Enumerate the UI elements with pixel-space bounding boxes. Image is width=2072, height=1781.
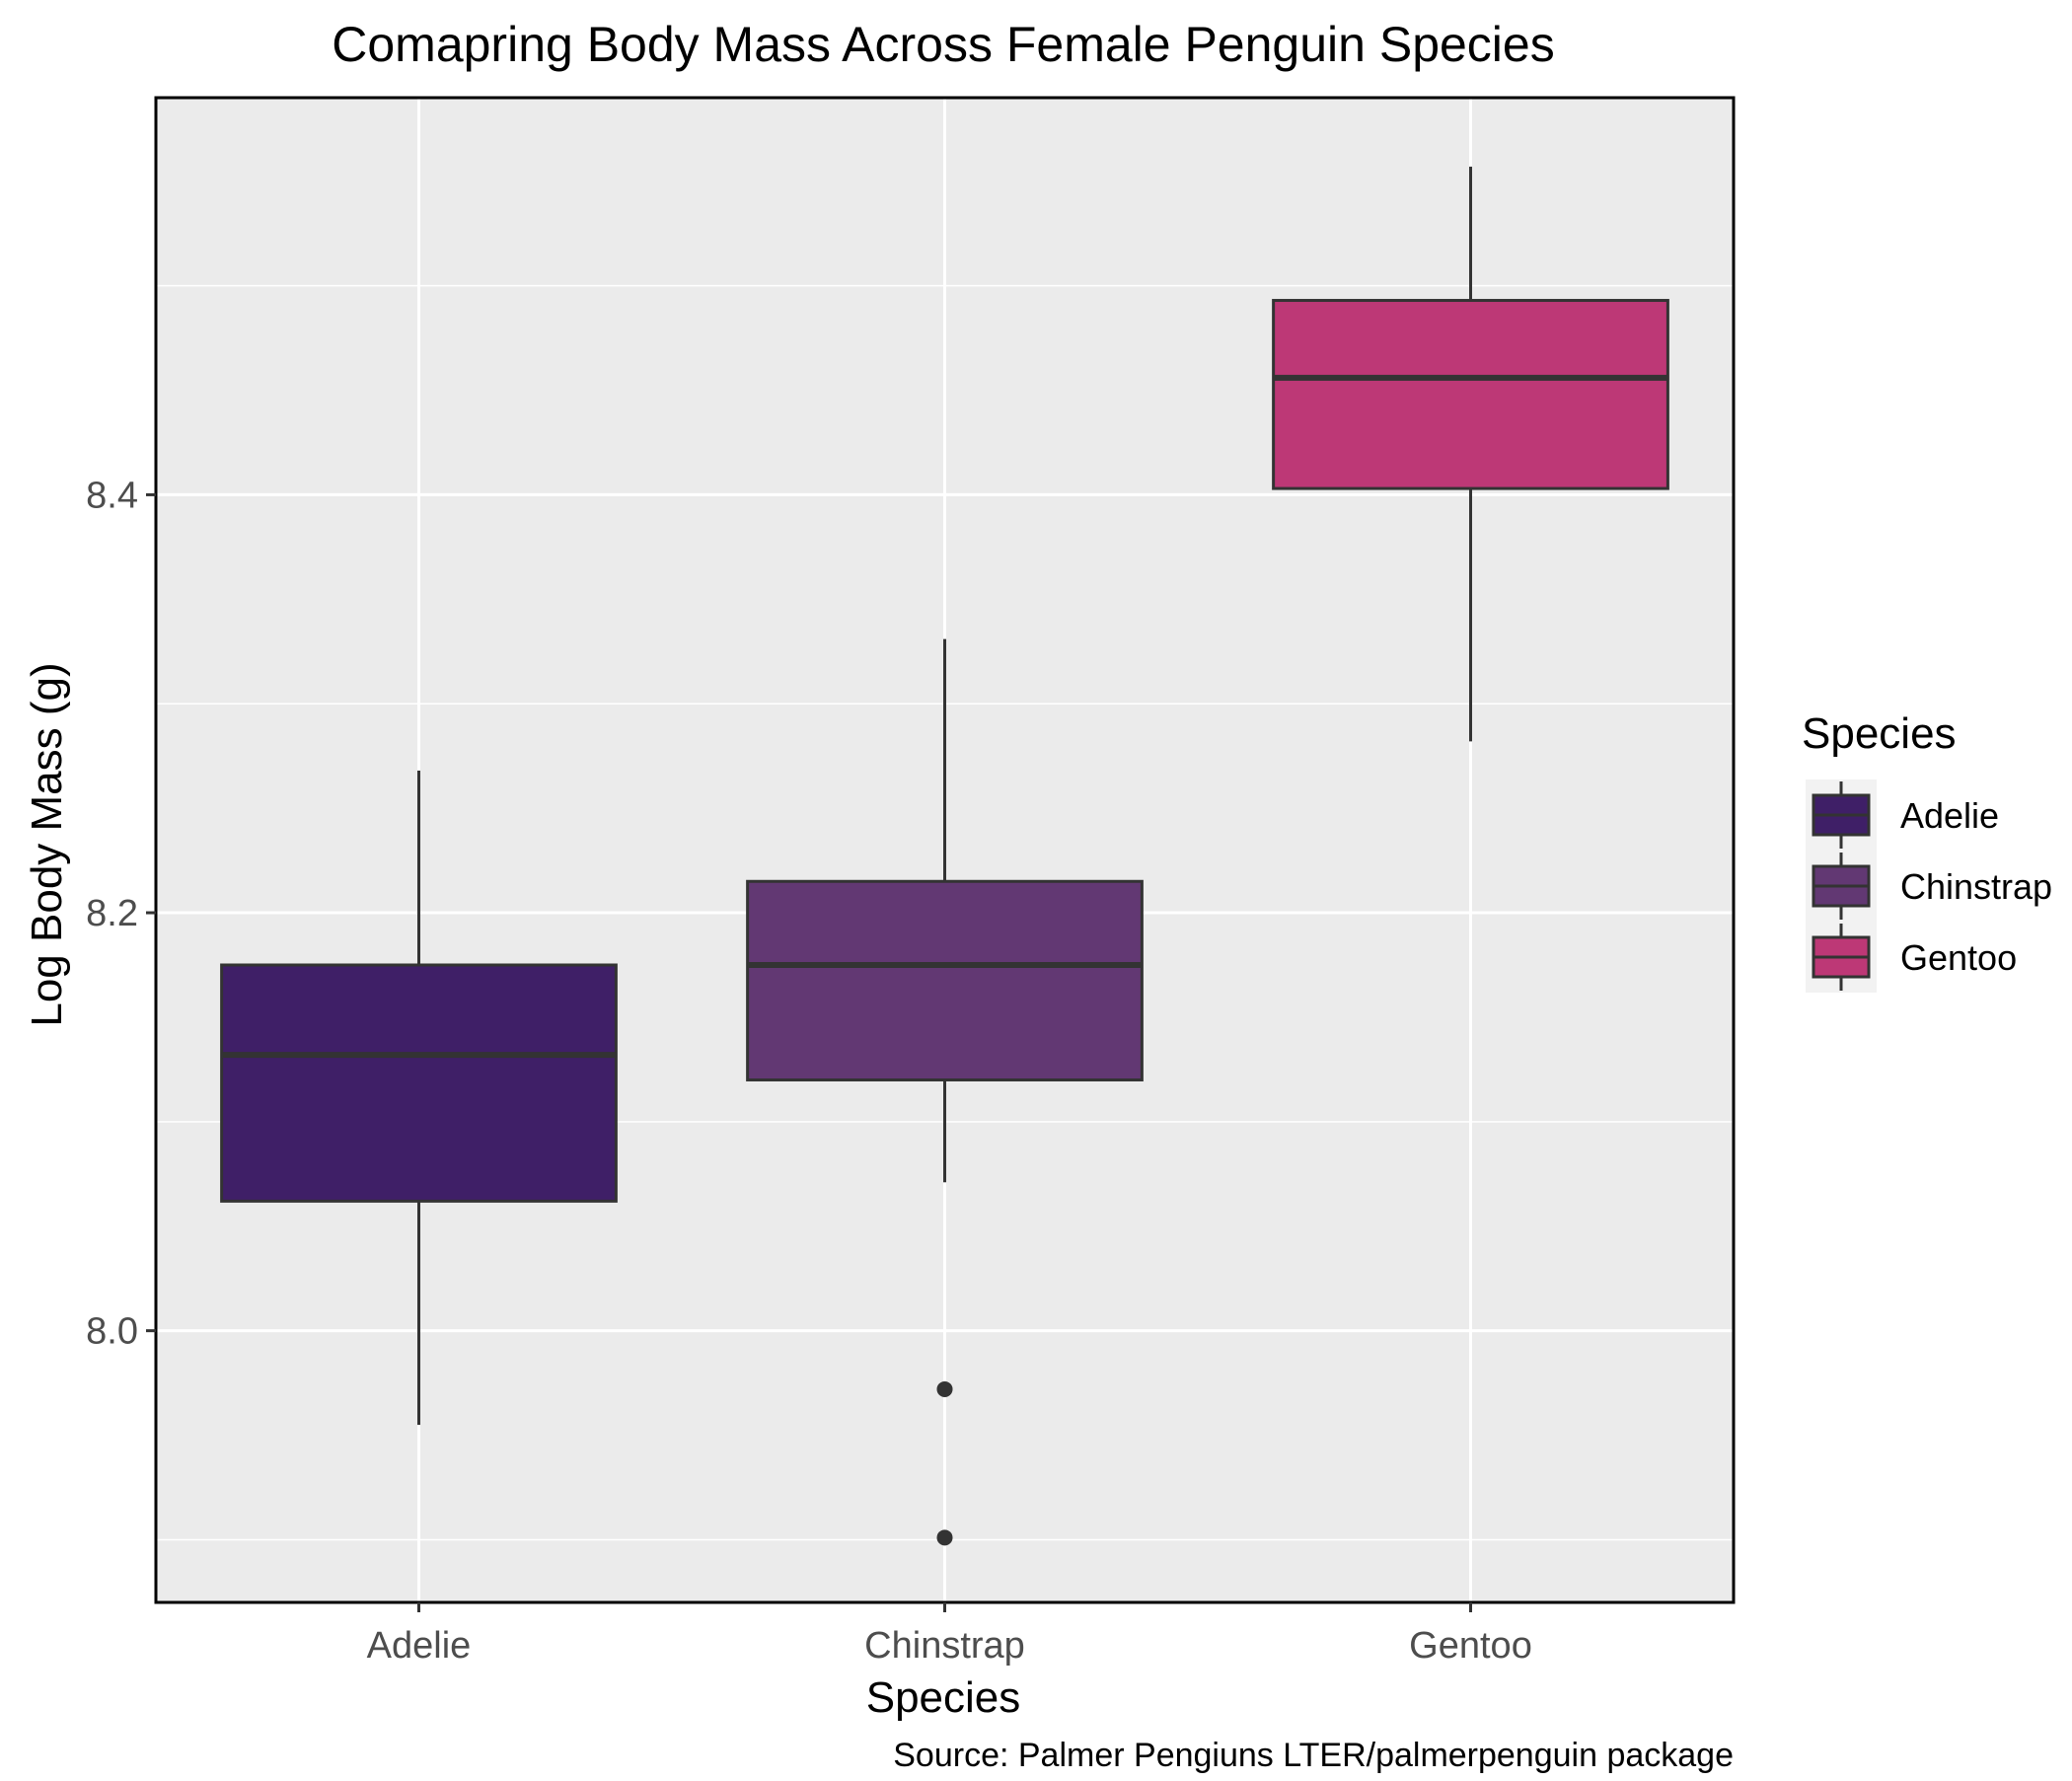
outlier-point xyxy=(936,1529,953,1546)
box-iqr xyxy=(746,879,1144,1081)
y-tick-label: 8.4 xyxy=(86,475,138,516)
box-iqr xyxy=(1272,298,1669,490)
box-iqr xyxy=(220,963,618,1203)
legend-label: Adelie xyxy=(1900,795,1999,836)
legend: Species Adelie Chinstrap Gentoo xyxy=(1802,709,2052,993)
x-tick-label: Chinstrap xyxy=(864,1625,1025,1667)
legend-item-gentoo: Gentoo xyxy=(1806,922,2017,993)
legend-item-adelie: Adelie xyxy=(1806,779,1999,851)
box-adelie xyxy=(220,771,618,1425)
axes: 8.0 8.2 8.4 Adelie Chinstrap Gentoo xyxy=(86,96,1736,1667)
boxes xyxy=(220,166,1669,1546)
caption: Source: Palmer Pengiuns LTER/palmerpengu… xyxy=(893,1737,1734,1774)
y-axis-title: Log Body Mass (g) xyxy=(23,662,71,1026)
legend-label: Gentoo xyxy=(1900,937,2017,978)
x-axis-title: Species xyxy=(866,1673,1021,1722)
outlier-point xyxy=(936,1380,953,1397)
box-chinstrap xyxy=(746,638,1144,1546)
legend-title: Species xyxy=(1802,709,1957,758)
x-tick-label: Gentoo xyxy=(1409,1625,1532,1667)
legend-label: Chinstrap xyxy=(1900,866,2052,907)
chart-title: Comapring Body Mass Across Female Pengui… xyxy=(332,17,1554,72)
x-tick-label: Adelie xyxy=(367,1625,472,1667)
box-gentoo xyxy=(1272,166,1669,742)
y-tick-label: 8.0 xyxy=(86,1311,138,1353)
y-tick-label: 8.2 xyxy=(86,893,138,934)
legend-item-chinstrap: Chinstrap xyxy=(1806,851,2052,922)
